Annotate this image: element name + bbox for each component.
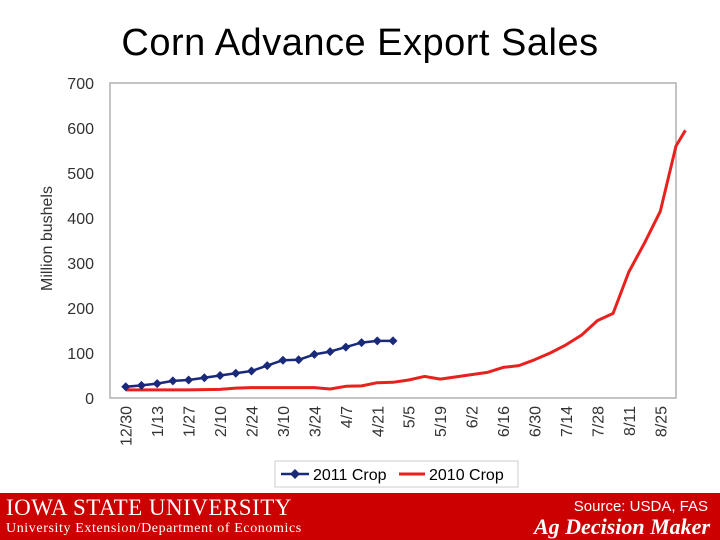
source-note: Source: USDA, FAS [573, 498, 708, 515]
y-tick-label: 200 [67, 301, 94, 318]
legend-2011-label: 2011 Crop [313, 467, 387, 484]
series-2011-point [309, 349, 319, 359]
series-2011-point [294, 355, 304, 365]
y-tick-label: 500 [67, 166, 94, 183]
x-tick-label: 8/11 [622, 406, 639, 436]
y-tick-label: 400 [67, 211, 94, 228]
footer-bar [0, 493, 720, 540]
y-tick-label: 300 [67, 256, 94, 273]
plot-area [109, 82, 677, 399]
x-tick-label: 8/25 [653, 406, 670, 437]
series-2011-point [278, 355, 288, 365]
x-tick-label: 7/14 [559, 406, 576, 437]
x-tick-label: 3/10 [276, 406, 293, 437]
x-tick-label: 6/2 [465, 406, 482, 428]
y-tick-label: 700 [67, 76, 94, 93]
x-tick-label: 1/27 [182, 406, 199, 437]
legend-2011-marker [290, 469, 300, 479]
x-tick-label: 1/13 [150, 406, 167, 437]
x-tick-label: 2/24 [245, 406, 262, 437]
x-tick-label: 5/19 [433, 406, 450, 437]
x-tick-label: 6/16 [496, 406, 513, 437]
series-2011-point [341, 342, 351, 352]
x-tick-label: 6/30 [528, 406, 545, 437]
export-sales-chart: 0 100 200 300 400 500 600 700 12/30 1/13 1/27 2/10… [39, 76, 687, 488]
university-logo: IOWA STATE UNIVERSITY [6, 495, 292, 520]
series-2011-line [125, 339, 393, 389]
x-tick-label: 5/5 [402, 406, 419, 428]
series-2011-point [199, 373, 209, 383]
series-2011-point [168, 376, 178, 386]
series-layer [121, 129, 687, 392]
slide-title: Corn Advance Export Sales [121, 22, 599, 64]
series-2011-point [136, 380, 146, 390]
series-2011-point [121, 382, 131, 392]
legend-2010-label: 2010 Crop [429, 467, 504, 484]
series-2011-point [231, 368, 241, 378]
y-tick-label: 100 [67, 346, 94, 363]
legend: 2011 Crop 2010 Crop [274, 460, 519, 488]
y-tick-label: 600 [67, 121, 94, 138]
y-axis-title: Million bushels [39, 186, 56, 291]
x-tick-label: 4/7 [339, 406, 356, 428]
series-2011-point [388, 336, 398, 346]
x-tick-label: 4/21 [370, 406, 387, 437]
x-tick-label: 3/24 [307, 406, 324, 437]
department-name: University Extension/Department of Econo… [6, 521, 302, 536]
legend-box [274, 460, 519, 488]
series-2011-point [152, 379, 162, 389]
series-2011-point [184, 375, 194, 385]
series-2011-point [372, 336, 382, 346]
y-tick-label: 0 [85, 391, 94, 408]
series-2010-line [125, 129, 687, 392]
series-2011-point [262, 361, 272, 371]
x-tick-label: 7/28 [590, 406, 607, 437]
series-2011-point [325, 347, 335, 357]
x-tick-label: 12/30 [119, 406, 136, 446]
series-2011-point [215, 371, 225, 380]
series-2011-point [247, 366, 256, 376]
y-axis-ticks: 0 100 200 300 400 500 600 700 [67, 76, 94, 408]
series-2011-point [357, 338, 367, 348]
brand-logo: Ag Decision Maker [534, 514, 710, 539]
x-axis-ticks: 12/30 1/13 1/27 2/10 2/24 3/10 3/24 4/7 4/21 5/5 5… [119, 406, 671, 446]
x-tick-label: 2/10 [213, 406, 230, 437]
